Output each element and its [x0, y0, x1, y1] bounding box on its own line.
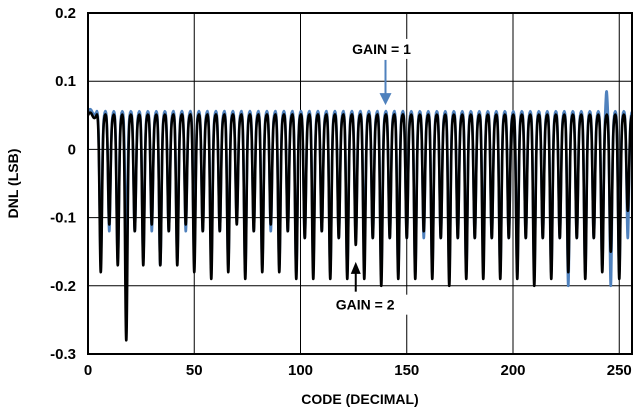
series-layer	[86, 90, 634, 342]
series-gain-2-line	[86, 111, 634, 342]
x-tick-labels: 0 50 100 150 200 250	[84, 362, 632, 379]
x-tick-label: 250	[607, 362, 632, 379]
x-tick-label: 0	[84, 362, 92, 379]
y-tick-label: 0.1	[55, 73, 76, 90]
x-tick-label: 100	[288, 362, 313, 379]
annotation-arrow-head	[350, 261, 361, 274]
y-tick-label: -0.1	[50, 210, 76, 227]
annotations: GAIN = 1 GAIN = 2	[333, 38, 424, 315]
y-tick-labels: 0.2 0.1 0 -0.1 -0.2 -0.3	[50, 5, 76, 363]
y-tick-label: -0.3	[50, 346, 76, 363]
x-tick-label: 150	[394, 362, 419, 379]
y-tick-label: 0	[68, 141, 76, 158]
annotation-gain-2: GAIN = 2	[336, 297, 395, 313]
y-tick-label: 0.2	[55, 5, 76, 22]
annotation-background	[333, 294, 418, 315]
y-axis-title: DNL (LSB)	[5, 149, 21, 219]
x-tick-label: 50	[186, 362, 203, 379]
y-tick-label: -0.2	[50, 278, 76, 295]
x-tick-label: 200	[500, 362, 525, 379]
annotation-arrow-head	[379, 93, 392, 106]
annotation-background	[339, 38, 424, 59]
plot-frame	[87, 12, 633, 355]
annotation-gain-1: GAIN = 1	[352, 41, 411, 57]
x-axis-title: CODE (DECIMAL)	[301, 391, 418, 407]
